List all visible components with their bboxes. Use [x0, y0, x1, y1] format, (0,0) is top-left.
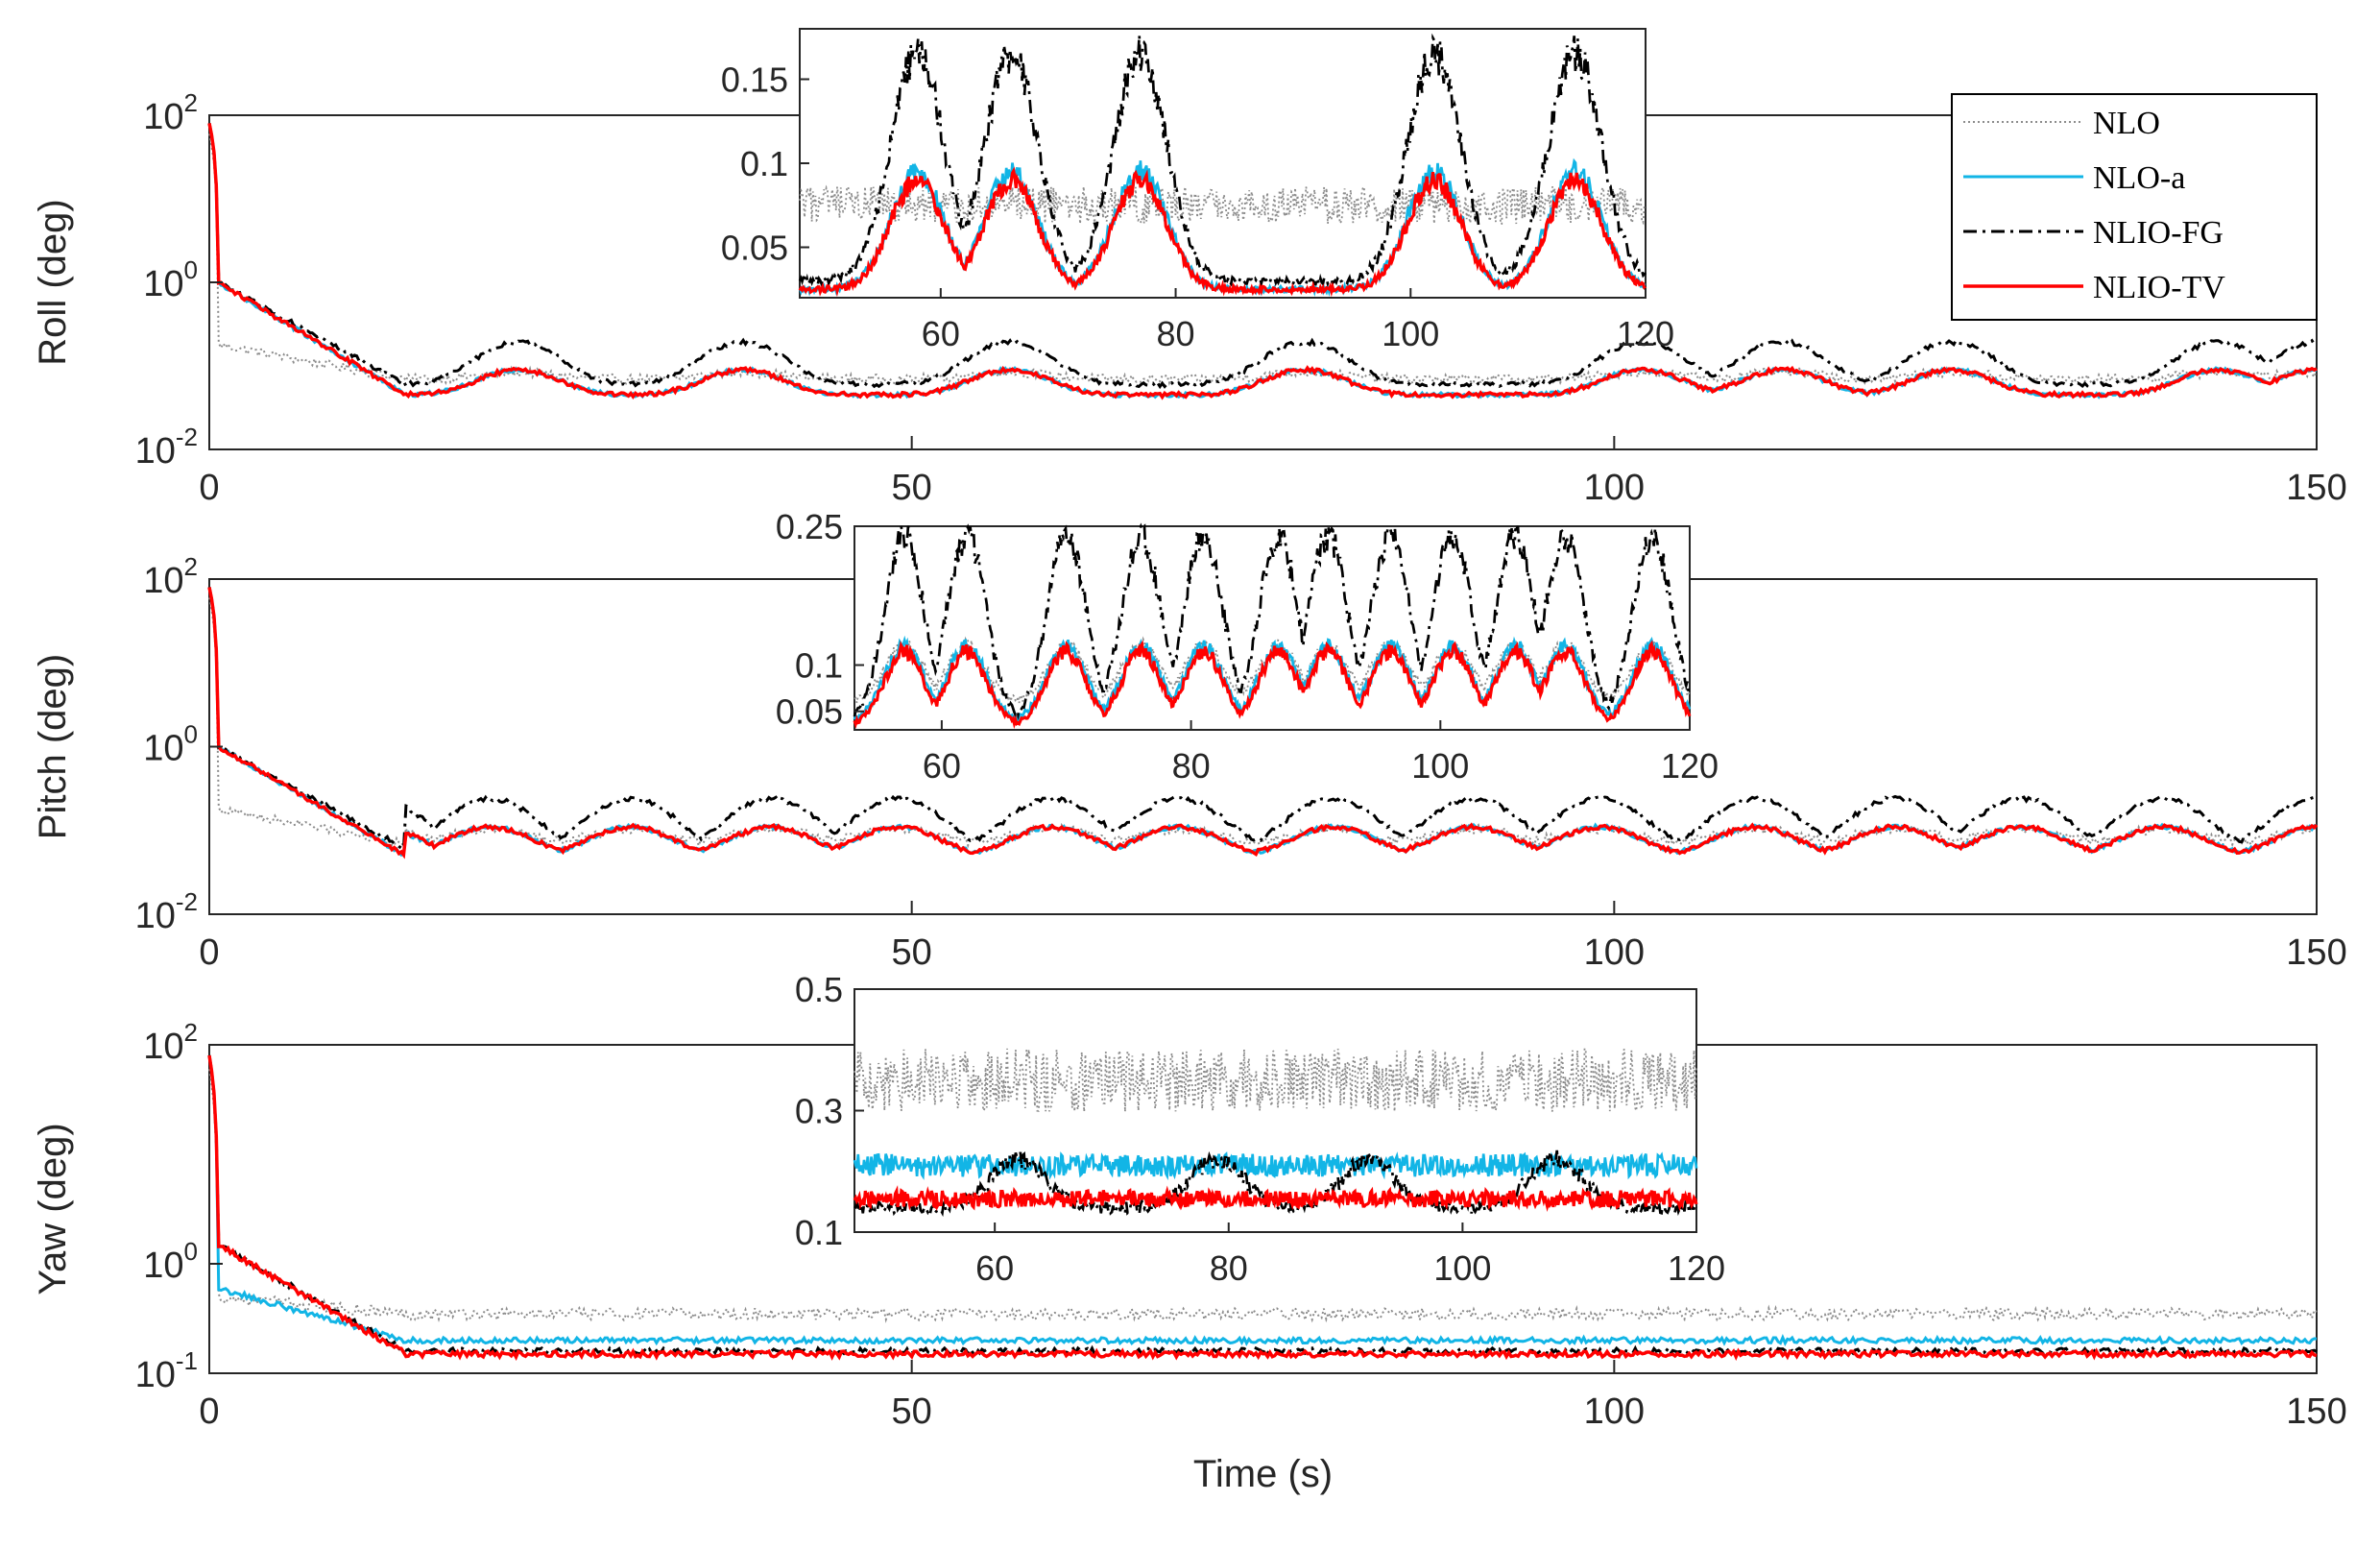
x-tick-label: 0	[199, 932, 219, 973]
inset-x-tick-label: 60	[922, 314, 960, 353]
inset-x-tick-label: 80	[1172, 746, 1211, 786]
legend-label-nlo-a: NLO-a	[2093, 160, 2185, 196]
inset-series-line-nlio-tv	[853, 1185, 1698, 1213]
y-axis-label: Yaw (deg)	[32, 1123, 74, 1295]
inset-y-tick-label: 0.1	[795, 1213, 843, 1252]
inset-series-line-nlio-fg	[853, 522, 1692, 720]
x-tick-label: 150	[2286, 1392, 2346, 1432]
x-tick-label: 0	[199, 468, 219, 508]
legend-label-nlo: NLO	[2093, 106, 2160, 141]
inset-y-tick-label: 0.5	[795, 970, 843, 1009]
inset-x-tick-label: 100	[1411, 746, 1469, 786]
x-tick-label: 150	[2286, 932, 2346, 973]
y-tick-label: 102	[143, 88, 198, 137]
inset-y-tick-label: 0.3	[795, 1092, 843, 1131]
x-tick-label: 50	[892, 468, 932, 508]
series-line-nlio-tv	[207, 587, 2319, 859]
series-line-nlo-a	[207, 1054, 2318, 1346]
inset-axes: 60 80 100 120 0.25 0.1 0.05	[776, 507, 1719, 786]
series-line-nlio-tv	[207, 123, 2318, 400]
x-tick-label: 50	[892, 1392, 932, 1432]
x-tick-label: 100	[1584, 1392, 1645, 1432]
inset-y-tick-label: 0.1	[740, 144, 788, 183]
inset-x-tick-label: 80	[1157, 314, 1195, 353]
series-line-nlio-tv	[207, 1054, 2318, 1361]
series-line-nlo	[208, 597, 2318, 849]
y-tick-label: 102	[143, 552, 198, 601]
x-tick-label: 100	[1584, 468, 1645, 508]
inset-y-tick-label: 0.1	[795, 646, 843, 686]
inset-x-tick-label: 100	[1382, 314, 1439, 353]
x-tick-label: 150	[2286, 468, 2346, 508]
inset-x-tick-label: 120	[1661, 746, 1719, 786]
inset-x-tick-label: 120	[1668, 1248, 1725, 1288]
legend-box	[1951, 93, 2318, 321]
y-axis-label: Roll (deg)	[32, 199, 74, 365]
roll-panel: 0 50 100 150 102 100 10-2 Roll (deg) 60 80 100 120 0…	[32, 28, 2347, 508]
inset-y-tick-label: 0.05	[721, 229, 788, 268]
y-tick-label: 100	[143, 720, 198, 769]
y-tick-label: 100	[143, 255, 198, 304]
inset-series-line-nlo	[799, 183, 1647, 226]
inset-y-tick-label: 0.25	[776, 507, 843, 546]
inset-x-tick-label: 60	[975, 1248, 1014, 1288]
legend-label-nlio-tv: NLIO-TV	[2093, 270, 2225, 305]
inset-x-tick-label: 60	[923, 746, 961, 786]
y-tick-label: 102	[143, 1018, 198, 1067]
series-line-nlo	[208, 1069, 2318, 1323]
y-tick-label: 10-1	[135, 1346, 198, 1395]
y-tick-label: 10-2	[135, 887, 198, 936]
inset-series-line-nlio-fg	[798, 33, 1647, 289]
x-tick-label: 50	[892, 932, 932, 973]
yaw-panel: 0 50 100 150 102 100 10-1 Yaw (deg) Time (s) 60 80…	[32, 970, 2347, 1495]
y-axis-label: Pitch (deg)	[32, 654, 74, 839]
x-axis-label: Time (s)	[1193, 1453, 1333, 1495]
inset-axes: 60 80 100 120 0.15 0.1 0.05	[721, 28, 1674, 353]
inset-series-line-nlio-tv	[853, 640, 1692, 730]
inset-x-tick-label: 80	[1210, 1248, 1248, 1288]
inset-y-tick-label: 0.05	[776, 692, 843, 732]
pitch-panel: 0 50 100 150 102 100 10-2 Pitch (deg) 60 80 100 120…	[32, 507, 2347, 973]
x-tick-label: 100	[1584, 932, 1645, 973]
legend-label-nlio-fg: NLIO-FG	[2093, 215, 2224, 251]
inset-x-tick-label: 100	[1433, 1248, 1491, 1288]
inset-x-tick-label: 120	[1617, 314, 1674, 353]
inset-frame	[799, 28, 1647, 299]
inset-axes: 60 80 100 120 0.5 0.3 0.1	[795, 970, 1725, 1288]
inset-series-line-nlio-tv	[798, 166, 1647, 298]
series-line-nlio-fg	[207, 587, 2318, 851]
inset-series-line-nlo	[853, 1048, 1697, 1114]
legend: NLO NLO-a NLIO-FG NLIO-TV	[1951, 93, 2318, 321]
y-tick-label: 100	[143, 1237, 198, 1286]
y-tick-label: 10-2	[135, 423, 198, 472]
x-tick-label: 0	[199, 1392, 219, 1432]
inset-y-tick-label: 0.15	[721, 61, 788, 100]
